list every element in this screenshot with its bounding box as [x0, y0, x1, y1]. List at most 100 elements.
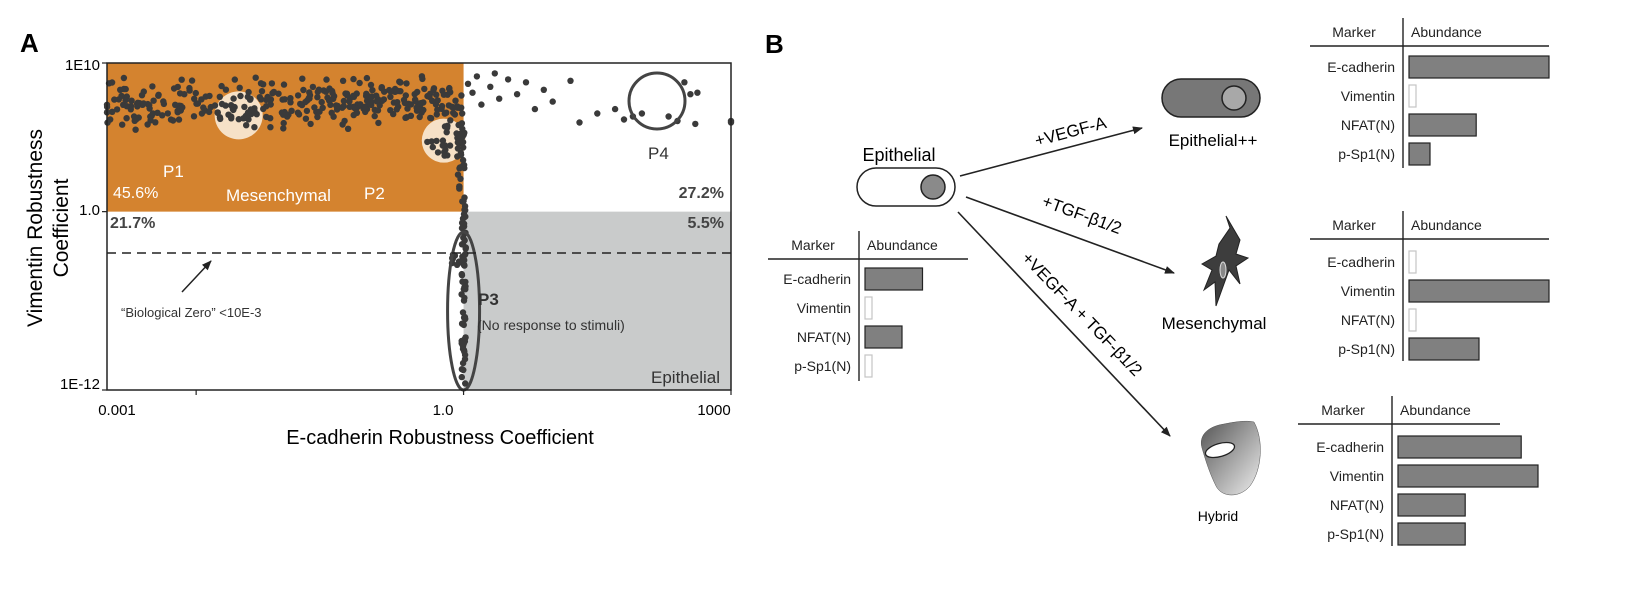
data-point: [454, 171, 462, 178]
data-point: [420, 106, 427, 114]
y-axis-label-line2: Coefficient: [50, 178, 73, 277]
table-header-marker: Marker: [791, 237, 835, 253]
arrow-tgf: [965, 196, 1175, 274]
data-point: [459, 156, 467, 164]
upper-right-percent: 27.2%: [679, 185, 724, 202]
marker-table-epithelial: Marker Abundance E-cadherin Vimentin NFAT(N)…: [768, 231, 968, 381]
marker-name: E-cadherin: [1327, 59, 1395, 75]
mesenchymal-region: [107, 63, 464, 212]
data-point: [433, 91, 440, 98]
data-point: [434, 97, 441, 104]
abundance-bar: [1408, 84, 1417, 108]
data-point: [138, 92, 146, 99]
source-state-label: Epithelial: [862, 145, 935, 165]
data-point: [107, 116, 114, 123]
data-point: [132, 126, 139, 133]
data-point: [205, 108, 213, 116]
data-point: [439, 137, 447, 144]
data-point: [198, 96, 205, 103]
hybrid-nucleus-icon: [1204, 441, 1236, 459]
data-point: [459, 278, 466, 285]
data-point: [214, 109, 221, 116]
y-tick-label: 1.0: [79, 202, 100, 219]
marker-name: p-Sp1(N): [1338, 341, 1395, 357]
data-point: [251, 108, 258, 115]
data-point: [357, 101, 364, 108]
data-point: [455, 138, 463, 145]
data-point: [460, 162, 467, 169]
data-point: [228, 115, 235, 122]
data-point: [418, 73, 426, 80]
data-point: [294, 92, 302, 99]
data-point: [179, 104, 186, 111]
data-point: [314, 113, 321, 121]
marker-name: p-Sp1(N): [1327, 526, 1384, 542]
data-point: [299, 75, 306, 82]
data-point: [687, 91, 694, 98]
data-point: [128, 97, 135, 104]
marker-name: NFAT(N): [1341, 312, 1395, 328]
data-point: [150, 97, 157, 104]
epithelial-label: Epithelial: [651, 368, 720, 387]
data-point: [230, 106, 237, 114]
data-point: [426, 93, 433, 101]
mesenchymal-percent: 45.6%: [113, 185, 158, 202]
data-point: [149, 83, 156, 90]
arrow-vegf-label: +VEGF-A: [1033, 113, 1109, 150]
abundance-bar: [1397, 493, 1466, 517]
y-tick-label: 1E10: [65, 57, 100, 74]
epithelial-region: [463, 211, 731, 390]
data-point: [450, 109, 457, 117]
data-point: [460, 340, 467, 348]
data-point: [167, 116, 175, 123]
data-point: [307, 120, 314, 128]
data-point: [245, 88, 252, 96]
data-point: [237, 92, 244, 100]
data-point: [267, 124, 274, 131]
abundance-bar: [1408, 250, 1417, 274]
data-point: [403, 114, 410, 121]
data-point: [149, 110, 157, 117]
data-point: [396, 78, 403, 85]
abundance-bar: [1408, 308, 1417, 332]
data-point: [243, 122, 250, 129]
data-point: [427, 114, 434, 122]
data-point: [462, 250, 469, 258]
hybrid-cell-icon: [1200, 420, 1261, 496]
data-point: [458, 92, 465, 99]
data-point: [371, 112, 378, 120]
p1-label: P1: [163, 162, 184, 181]
data-point: [369, 87, 376, 94]
abundance-bar: [1408, 279, 1550, 303]
data-point: [323, 76, 330, 83]
data-point: [387, 107, 394, 114]
y-axis-label-line1: Vimentin Robustness: [24, 129, 47, 327]
data-point: [567, 77, 574, 85]
data-point: [458, 224, 466, 232]
abundance-bar: [864, 325, 903, 349]
data-point: [268, 80, 276, 87]
data-point: [216, 93, 223, 101]
data-point: [244, 93, 251, 101]
data-point: [394, 99, 401, 106]
data-point: [332, 102, 340, 109]
data-point: [387, 88, 394, 95]
x-tick-label: 0.001: [98, 402, 136, 419]
data-point: [318, 98, 325, 106]
data-point: [458, 120, 466, 127]
data-point: [446, 142, 454, 149]
data-point: [374, 107, 382, 114]
marker-name: Vimentin: [1330, 468, 1384, 484]
data-point: [123, 103, 130, 110]
data-point: [340, 97, 348, 105]
data-point: [346, 98, 353, 105]
data-point: [611, 105, 619, 113]
data-point: [462, 315, 469, 323]
arrow-vegf-tgf-label: +VEGF-A + TGF-β1/2: [1018, 248, 1146, 379]
x-tick-label: 1000: [697, 402, 730, 419]
data-point: [378, 85, 385, 92]
panel-a-label: A: [20, 28, 39, 58]
x-tick-label: 1.0: [433, 402, 454, 419]
data-point: [263, 96, 270, 104]
data-point: [458, 291, 465, 298]
